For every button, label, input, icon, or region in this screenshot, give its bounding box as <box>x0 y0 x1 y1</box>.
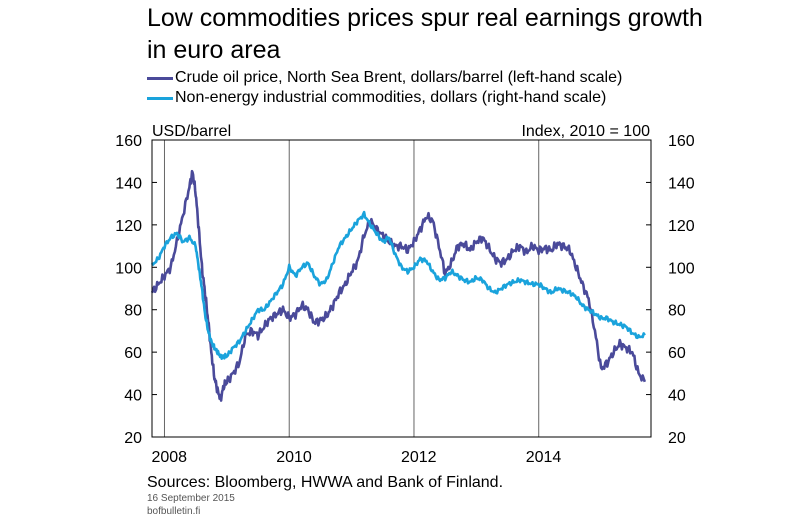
right-axis-unit: Index, 2010 = 100 <box>521 123 650 140</box>
legend-label-crude-oil: Crude oil price, North Sea Brent, dollar… <box>175 69 623 86</box>
y-right-tick-label: 100 <box>668 260 695 277</box>
x-tick-label: 2010 <box>276 449 312 466</box>
series-line-crude-oil <box>150 169 647 402</box>
y-left-tick-label: 20 <box>124 430 142 447</box>
legend-label-non-energy: Non-energy industrial commodities, dolla… <box>175 89 607 106</box>
chart-legend: Crude oil price, North Sea Brent, dollar… <box>147 68 622 108</box>
plot-frame <box>151 139 652 438</box>
chart-title: Low commodities prices spur real earning… <box>147 4 703 64</box>
y-right-tick-label: 60 <box>668 345 686 362</box>
legend-swatch-non-energy <box>147 96 173 100</box>
y-right-tick-label: 140 <box>668 175 695 192</box>
sources-note: Sources: Bloomberg, HWWA and Bank of Fin… <box>147 474 504 491</box>
tick-layer: 2008 2010 2012 2014 20 20 40 40 60 60 80 80 100 100 12… <box>115 133 695 466</box>
legend-item-crude-oil: Crude oil price, North Sea Brent, dollar… <box>147 68 622 88</box>
y-right-tick-label: 80 <box>668 303 686 320</box>
y-left-tick-label: 160 <box>115 133 142 150</box>
left-axis-unit: USD/barrel <box>152 123 231 140</box>
y-right-tick-label: 120 <box>668 218 695 235</box>
legend-swatch-crude-oil <box>147 76 173 80</box>
grid-layer <box>163 140 540 437</box>
y-left-tick-label: 60 <box>124 345 142 362</box>
y-right-tick-label: 20 <box>668 430 686 447</box>
y-left-tick-label: 100 <box>115 260 142 277</box>
series-layer <box>150 169 647 402</box>
y-left-tick-label: 80 <box>124 303 142 320</box>
x-tick-label: 2008 <box>151 449 187 466</box>
publication-date: 16 September 2015 <box>147 493 235 504</box>
series-line-non-energy <box>150 210 646 361</box>
x-tick-label: 2012 <box>401 449 437 466</box>
y-right-tick-label: 40 <box>668 388 686 405</box>
y-right-tick-label: 160 <box>668 133 695 150</box>
x-tick-label: 2014 <box>526 449 562 466</box>
y-left-tick-label: 120 <box>115 218 142 235</box>
legend-item-non-energy: Non-energy industrial commodities, dolla… <box>147 88 622 108</box>
y-left-tick-label: 140 <box>115 175 142 192</box>
y-left-tick-label: 40 <box>124 388 142 405</box>
site-name: bofbulletin.fi <box>147 506 201 517</box>
